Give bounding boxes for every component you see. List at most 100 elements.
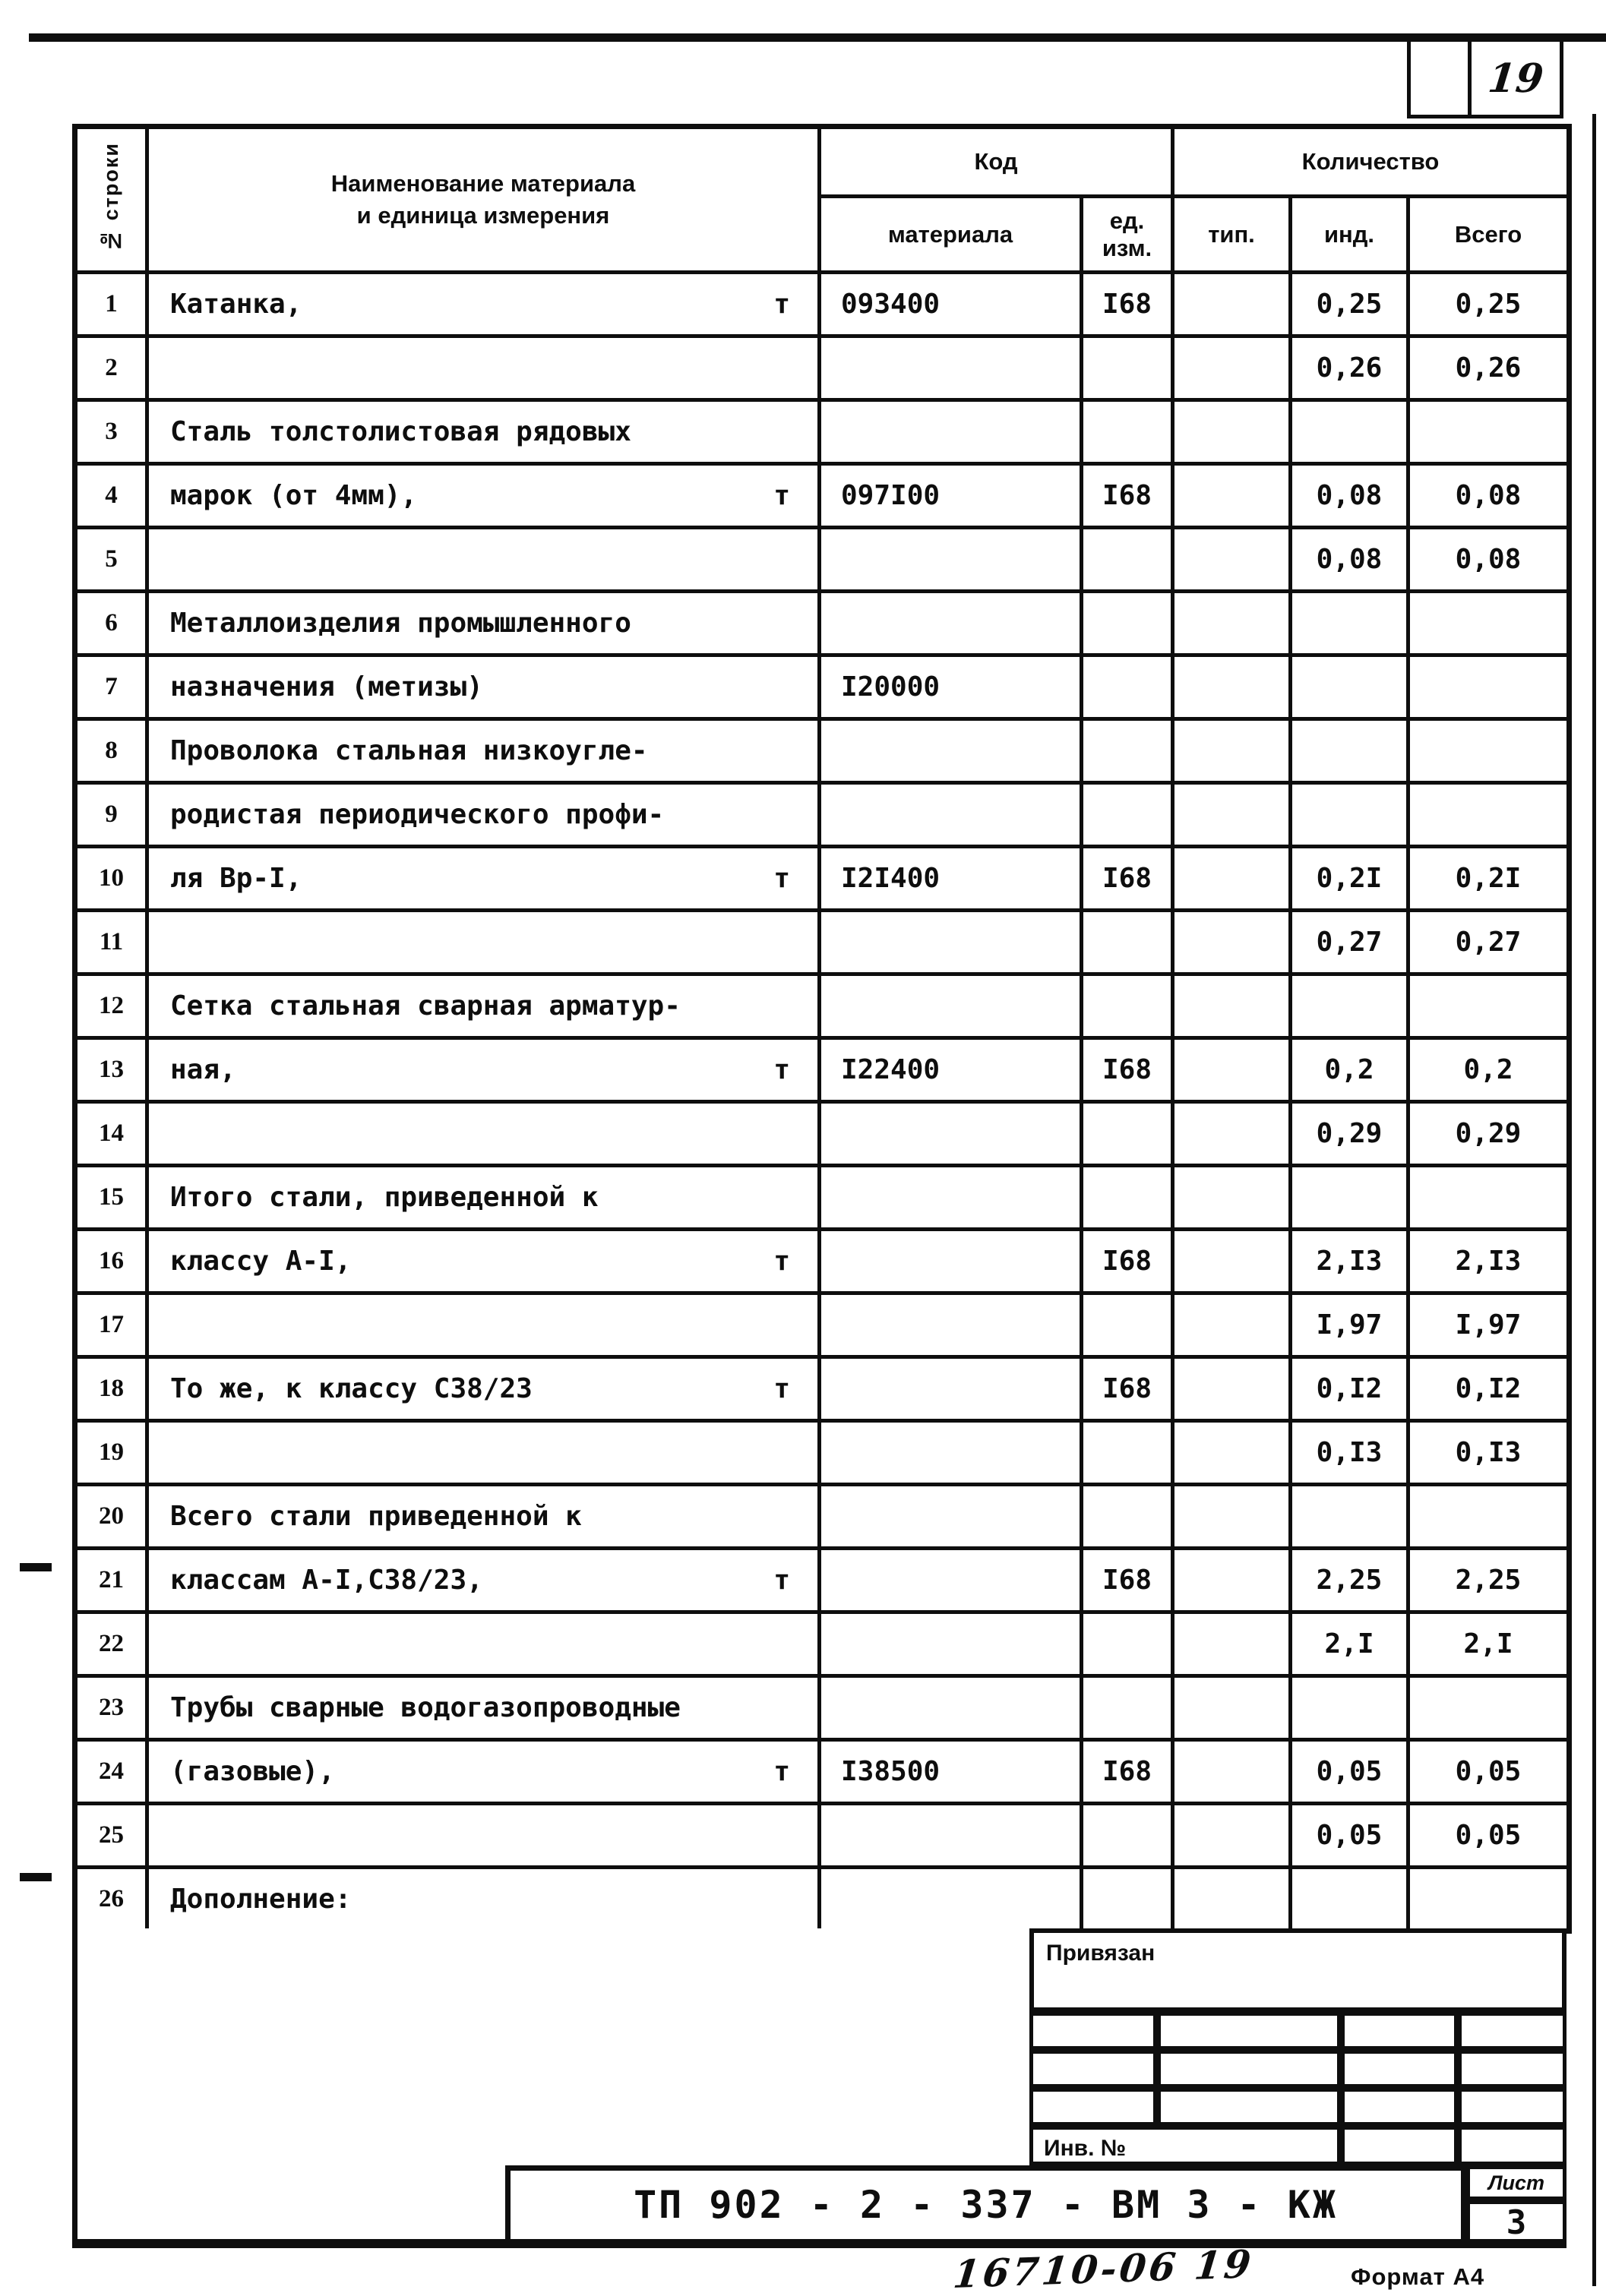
stamp-cell <box>1458 2088 1566 2126</box>
qty-total-cell <box>1406 972 1572 1040</box>
material-code-cell: 097I00 <box>817 462 1083 529</box>
sheet-number-box: 3 <box>1466 2200 1566 2244</box>
table-row: 21 классам А-I,С38/23, т I68 2,25 2,25 <box>73 1546 1572 1614</box>
material-code-cell <box>817 1802 1083 1869</box>
material-code-cell <box>817 972 1083 1040</box>
table-row: 3 Сталь толстолистовая рядовых <box>73 398 1572 466</box>
qty-ind-cell: 2,I <box>1288 1610 1411 1678</box>
qty-ind-cell: 0,29 <box>1288 1100 1411 1167</box>
material-name-cell: Итого стали, приведенной к <box>145 1164 821 1231</box>
material-code-cell <box>817 1419 1083 1486</box>
qty-type-cell <box>1171 1100 1293 1167</box>
qty-ind-cell: I,97 <box>1288 1291 1411 1359</box>
qty-ind-cell <box>1288 1674 1411 1742</box>
table-header: № строки Наименование материала и единиц… <box>73 125 1572 274</box>
row-number-cell: 17 <box>73 1291 149 1359</box>
qty-total-cell <box>1406 1865 1572 1933</box>
qty-type-cell <box>1171 1865 1293 1933</box>
qty-total-cell <box>1406 653 1572 721</box>
material-code-cell <box>817 1227 1083 1295</box>
stamp-cell <box>1157 2012 1341 2050</box>
handwritten-footer-note: 16710-06 19 <box>951 2241 1257 2296</box>
material-name-cell: родистая периодического профи- <box>145 781 821 848</box>
page-number-box: 19 <box>1468 42 1563 118</box>
unit-code-cell <box>1079 653 1175 721</box>
unit-code-cell: I68 <box>1079 1227 1175 1295</box>
unit-code-cell: I68 <box>1079 462 1175 529</box>
material-name: Катанка, <box>170 289 302 320</box>
qty-type-cell <box>1171 1291 1293 1359</box>
material-name: Сетка стальная сварная арматур- <box>170 990 681 1022</box>
stamp-cell <box>1029 2088 1157 2126</box>
qty-ind-cell <box>1288 589 1411 657</box>
stamp-cell <box>1157 2050 1341 2088</box>
table-row: 19 0,I3 0,I3 <box>73 1419 1572 1486</box>
material-name: назначения (метизы) <box>170 671 483 703</box>
material-unit: т <box>773 863 790 894</box>
qty-ind-cell: 0,05 <box>1288 1802 1411 1869</box>
material-name: классам А-I,С38/23, <box>170 1565 483 1596</box>
material-code-cell <box>817 908 1083 976</box>
stamp-cell <box>1029 2012 1157 2050</box>
table-row: 25 0,05 0,05 <box>73 1802 1572 1869</box>
material-name-cell <box>145 526 821 593</box>
unit-code-cell <box>1079 1419 1175 1486</box>
material-code-cell <box>817 781 1083 848</box>
row-number-cell: 22 <box>73 1610 149 1678</box>
qty-type-cell <box>1171 1546 1293 1614</box>
material-code-cell: I2I400 <box>817 845 1083 912</box>
row-number-cell: 1 <box>73 270 149 338</box>
row-number-cell: 6 <box>73 589 149 657</box>
material-name: родистая периодического профи- <box>170 799 665 830</box>
table-row: 17 I,97 I,97 <box>73 1291 1572 1359</box>
row-number-cell: 26 <box>73 1865 149 1933</box>
material-code-cell <box>817 1100 1083 1167</box>
material-unit: т <box>773 1756 790 1787</box>
qty-ind-cell: 0,2I <box>1288 845 1411 912</box>
material-unit: т <box>773 1565 790 1596</box>
material-name: (газовые), <box>170 1756 335 1787</box>
qty-total-cell: 0,29 <box>1406 1100 1572 1167</box>
qty-ind-cell: 0,I2 <box>1288 1355 1411 1423</box>
stamp-cell <box>1458 2012 1566 2050</box>
material-code-cell <box>817 1355 1083 1423</box>
qty-total-cell: 0,25 <box>1406 270 1572 338</box>
row-number-cell: 2 <box>73 334 149 402</box>
row-number-cell: 21 <box>73 1546 149 1614</box>
qty-type-cell <box>1171 334 1293 402</box>
unit-code-cell <box>1079 972 1175 1040</box>
qty-total-cell <box>1406 1164 1572 1231</box>
qty-total-cell <box>1406 1483 1572 1550</box>
qty-type-cell <box>1171 462 1293 529</box>
table-row: 1 Катанка, т 093400 I68 0,25 0,25 <box>73 270 1572 338</box>
table-row: 15 Итого стали, приведенной к <box>73 1164 1572 1231</box>
material-name-cell: классам А-I,С38/23, т <box>145 1546 821 1614</box>
qty-type-cell <box>1171 717 1293 785</box>
row-number-cell: 12 <box>73 972 149 1040</box>
material-code-cell <box>817 526 1083 593</box>
material-code-cell: I20000 <box>817 653 1083 721</box>
material-name: Дополнение: <box>170 1883 352 1915</box>
attached-label: Привязан <box>1046 1941 1155 1966</box>
table-row: 16 классу А-I, т I68 2,I3 2,I3 <box>73 1227 1572 1295</box>
unit-code-cell <box>1079 1674 1175 1742</box>
qty-ind-cell <box>1288 653 1411 721</box>
sheet-label-box: Лист <box>1466 2165 1566 2200</box>
material-name-cell: ля Вр-I, т <box>145 845 821 912</box>
unit-code-cell <box>1079 1291 1175 1359</box>
table-row: 13 ная, т I22400 I68 0,2 0,2 <box>73 1036 1572 1104</box>
material-code-cell: 093400 <box>817 270 1083 338</box>
table-row: 10 ля Вр-I, т I2I400 I68 0,2I 0,2I <box>73 845 1572 912</box>
table-row: 5 0,08 0,08 <box>73 526 1572 593</box>
qty-type-cell <box>1171 398 1293 466</box>
material-unit: т <box>773 289 790 320</box>
stamp-cell <box>1157 2088 1341 2126</box>
row-number-cell: 11 <box>73 908 149 976</box>
header-qty-total: Всего <box>1406 194 1572 274</box>
material-code-cell <box>817 1865 1083 1933</box>
table-row: 22 2,I 2,I <box>73 1610 1572 1678</box>
page-number-handwritten: 19 <box>1485 55 1546 102</box>
stamp-cell <box>1029 2050 1157 2088</box>
unit-code-cell <box>1079 1610 1175 1678</box>
header-row-number: № строки <box>73 125 149 274</box>
